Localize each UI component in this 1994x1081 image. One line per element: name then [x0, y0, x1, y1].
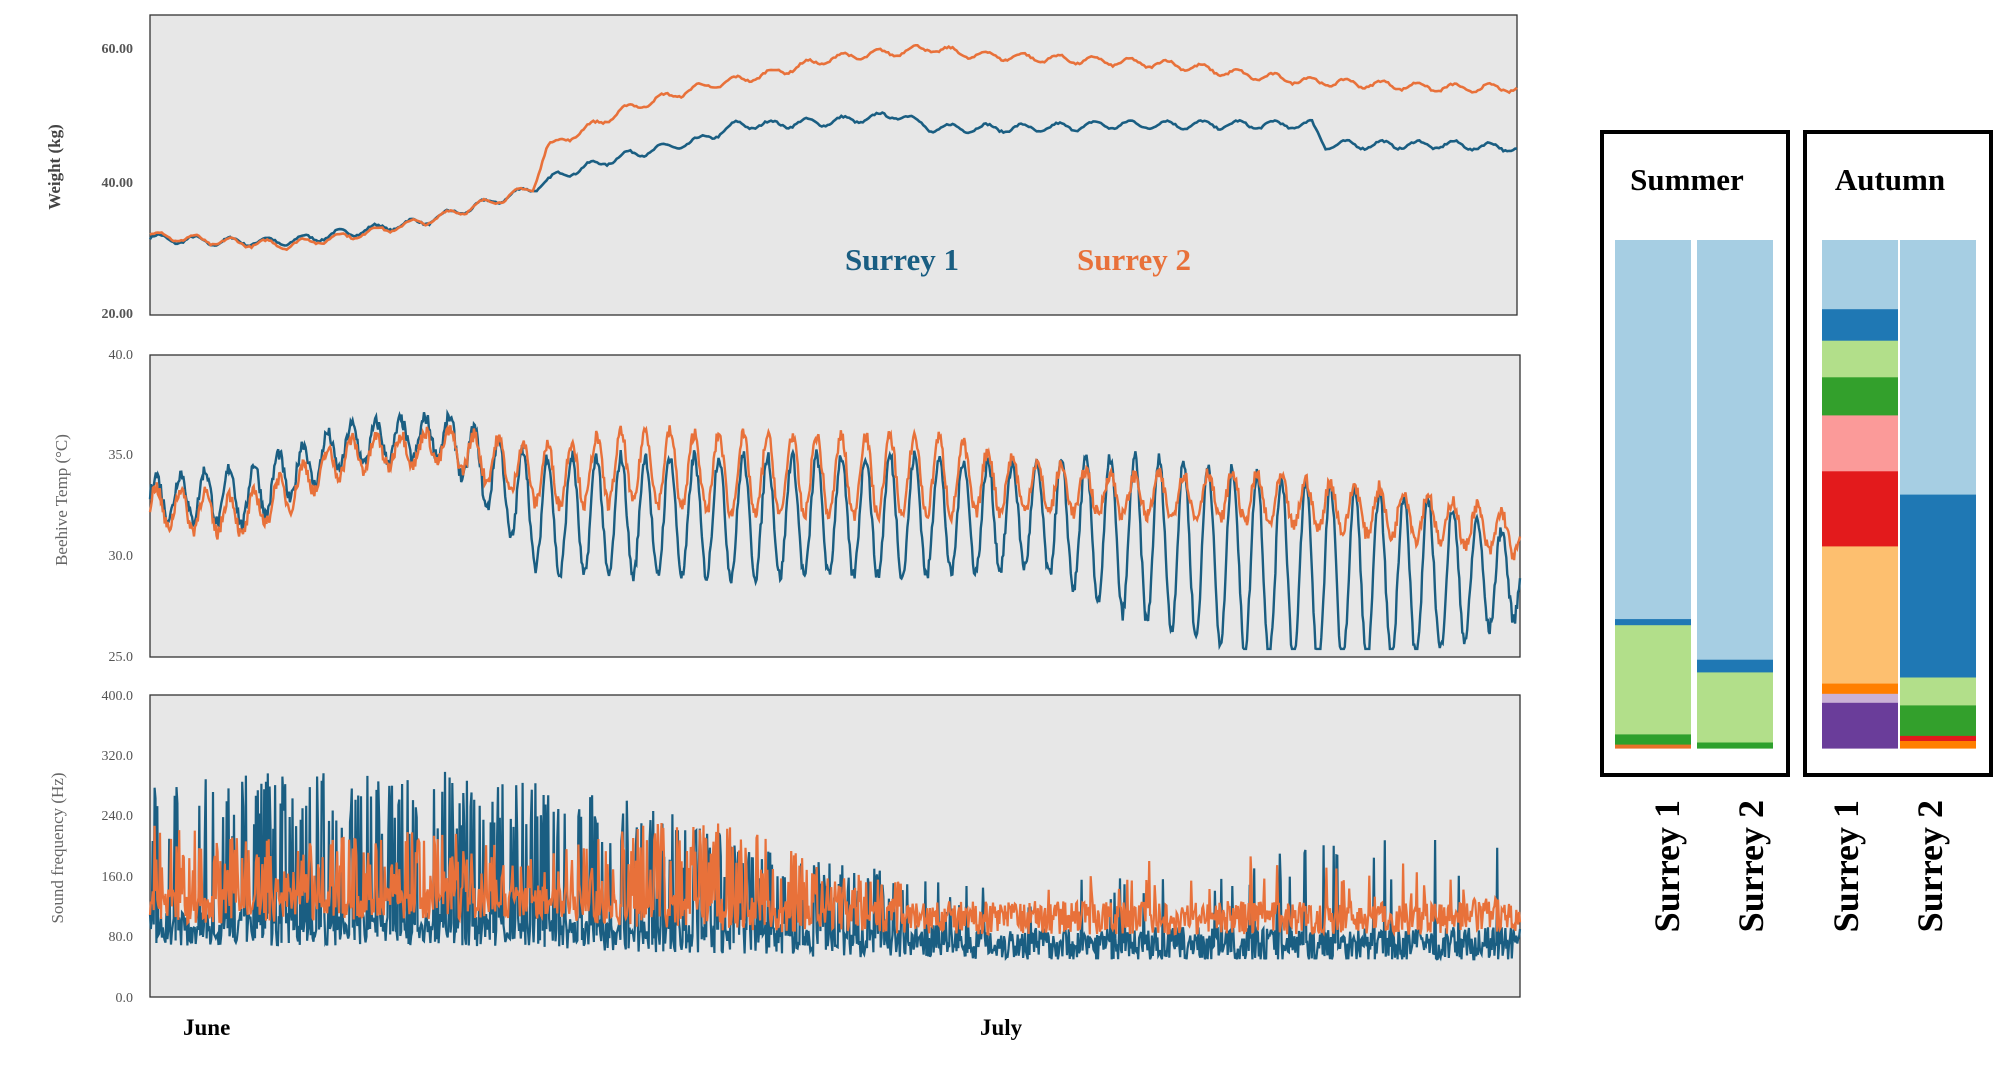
bar-summer-2-seg-4	[1697, 240, 1773, 660]
bar-autumn-1-seg-6	[1822, 414, 1898, 472]
summer-title: Summer	[1630, 162, 1744, 197]
autumn-title: Autumn	[1835, 162, 1945, 197]
bar-autumn-2-seg-6	[1900, 240, 1976, 495]
bar-autumn-2-seg-1	[1900, 740, 1976, 749]
bar-autumn-1-seg-7	[1822, 376, 1898, 416]
bar-summer-2-seg-3	[1697, 659, 1773, 673]
bar-autumn-1-seg-2	[1822, 693, 1898, 703]
x-label-june: June	[183, 1015, 230, 1040]
temp-line-1	[148, 408, 1522, 651]
sound-tick-80: 80.0	[109, 930, 134, 945]
temp-y-label: Beehive Temp (°C)	[52, 434, 71, 566]
bar-autumn-1-seg-9	[1822, 308, 1898, 341]
summer-bar-label-1: Surrey 1	[1647, 800, 1687, 932]
temp-panel: 40.0 35.0 30.0 25.0 Beehive Temp (°C)	[52, 348, 1522, 665]
x-label-july: July	[980, 1015, 1023, 1040]
temp-tick-30: 30.0	[109, 549, 134, 564]
bar-autumn-2-seg-4	[1900, 676, 1976, 706]
bar-autumn-2-seg-5	[1900, 494, 1976, 678]
weight-tick-20: 20.00	[102, 307, 134, 322]
bar-summer-2-seg-2	[1697, 671, 1773, 743]
bar-summer-1-seg-5	[1615, 240, 1691, 620]
autumn-bar-label-1: Surrey 1	[1826, 800, 1866, 932]
temp-line-2	[148, 424, 1522, 561]
sound-tick-160: 160.0	[102, 870, 134, 885]
legend-surrey-2: Surrey 2	[1077, 242, 1191, 277]
autumn-bar-label-2: Surrey 2	[1910, 800, 1950, 932]
autumn-box	[1803, 130, 1993, 777]
summer-bar-label-2: Surrey 2	[1731, 800, 1771, 932]
weight-line-2	[149, 44, 1518, 252]
bar-autumn-2-seg-3	[1900, 704, 1976, 736]
sound-tick-0: 0.0	[116, 991, 134, 1006]
bar-summer-1-seg-1	[1615, 743, 1691, 749]
sound-line-2	[148, 822, 1522, 938]
bar-autumn-1-seg-4	[1822, 545, 1898, 684]
bar-summer-1-seg-3	[1615, 624, 1691, 735]
summer-box	[1600, 130, 1790, 777]
temp-tick-25: 25.0	[109, 650, 134, 665]
weight-tick-60: 60.00	[102, 42, 134, 57]
temp-tick-40: 40.0	[109, 348, 134, 363]
legend-surrey-1: Surrey 1	[845, 242, 959, 277]
weight-plot-area	[149, 14, 1518, 316]
autumn-group: Autumn Surrey 1 Surrey 2	[1803, 130, 1993, 932]
weight-line-1	[148, 111, 1518, 248]
bar-summer-1-seg-2	[1615, 733, 1691, 745]
bar-autumn-1-seg-10	[1822, 240, 1898, 310]
bar-autumn-1-seg-5	[1822, 470, 1898, 547]
weight-y-label: Weight (kg)	[45, 124, 64, 209]
bar-summer-1-seg-4	[1615, 618, 1691, 626]
temp-tick-35: 35.0	[109, 448, 134, 463]
weight-tick-40: 40.00	[102, 176, 134, 191]
bar-autumn-2-seg-2	[1900, 735, 1976, 741]
sound-line-1	[148, 771, 1522, 962]
sound-y-label: Sound frequency (Hz)	[48, 772, 67, 923]
bar-autumn-1-seg-8	[1822, 340, 1898, 378]
sound-panel: 400.0 320.0 240.0 160.0 80.0 0.0 Sound f…	[48, 689, 1522, 1006]
weight-panel: 60.00 40.00 20.00 Weight (kg) Surrey 1 S…	[45, 14, 1518, 322]
bar-summer-2-seg-1	[1697, 741, 1773, 749]
sound-tick-240: 240.0	[102, 809, 134, 824]
bar-autumn-1-seg-3	[1822, 683, 1898, 694]
sound-tick-400: 400.0	[102, 689, 134, 704]
summer-group: Summer Surrey 1 Surrey 2	[1600, 130, 1790, 932]
sound-tick-320: 320.0	[102, 749, 134, 764]
bar-autumn-1-seg-1	[1822, 702, 1898, 749]
